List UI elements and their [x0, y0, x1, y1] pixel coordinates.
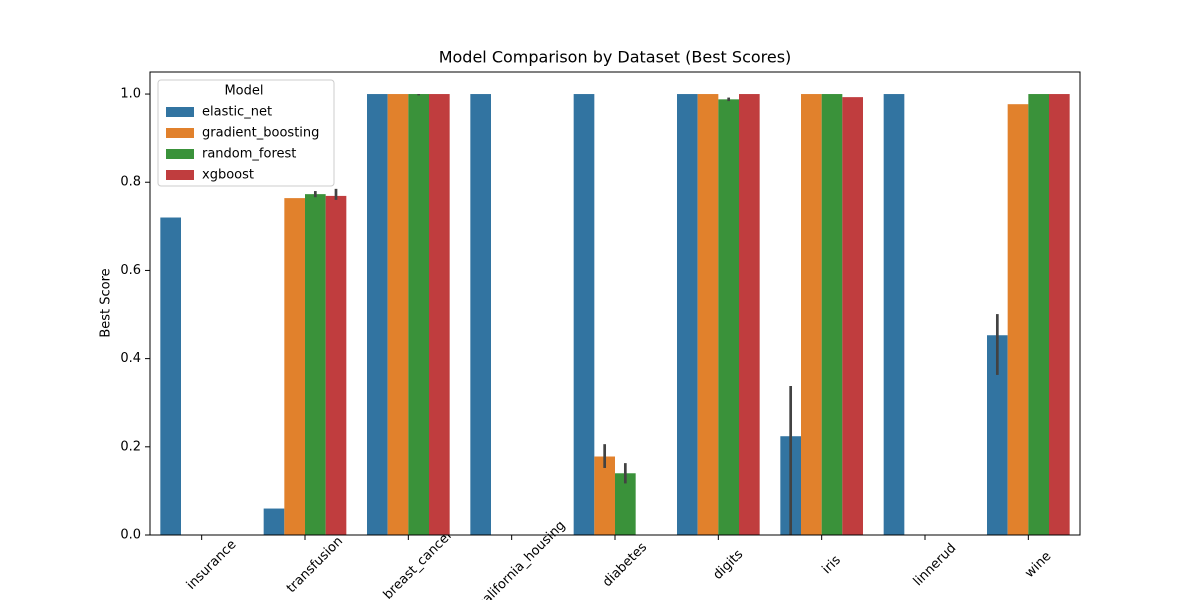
y-tick-label: 1.0 — [120, 87, 141, 102]
bar — [677, 94, 698, 536]
bar — [801, 94, 822, 536]
y-tick-label: 0.6 — [120, 263, 141, 278]
bar — [367, 94, 388, 536]
x-tick-label: wine — [1022, 549, 1054, 581]
bar — [1007, 104, 1029, 536]
bar — [160, 217, 181, 535]
x-tick-label: iris — [820, 553, 844, 577]
y-tick-label: 0.8 — [120, 175, 141, 190]
legend-title: Model — [224, 84, 263, 99]
bar — [263, 508, 285, 535]
x-tick-label: diabetes — [600, 540, 650, 590]
bar — [429, 94, 450, 536]
bar — [284, 198, 305, 536]
bar — [718, 99, 739, 535]
bar — [573, 94, 595, 536]
bar — [305, 194, 326, 536]
bar — [739, 94, 760, 536]
bar — [387, 94, 409, 536]
bar — [987, 335, 1008, 535]
legend-swatch — [166, 107, 194, 117]
bar — [615, 473, 636, 535]
y-axis-label: Best Score — [99, 268, 114, 337]
legend-swatch — [166, 170, 194, 180]
y-tick-label: 0.4 — [120, 351, 141, 366]
x-tick-label: linnerud — [911, 541, 959, 589]
legend-swatch — [166, 149, 194, 159]
legend-label: gradient_boosting — [202, 126, 319, 141]
x-tick-label: digits — [710, 547, 746, 583]
bar — [325, 195, 347, 535]
legend-label: elastic_net — [202, 105, 272, 120]
bar — [594, 456, 615, 535]
chart-title: Model Comparison by Dataset (Best Scores… — [439, 48, 792, 67]
bar — [842, 97, 863, 536]
legend-box — [157, 79, 335, 187]
bar — [883, 94, 905, 536]
legend-swatch — [166, 128, 194, 138]
y-tick-label: 0.0 — [120, 528, 141, 543]
axes-frame — [149, 71, 1081, 536]
x-tick-label: breast_cancer — [381, 527, 457, 600]
bar — [821, 94, 843, 536]
bar — [470, 94, 491, 536]
bar — [697, 94, 719, 536]
bar — [1028, 94, 1049, 536]
legend-label: random_forest — [202, 147, 296, 162]
bar — [408, 94, 429, 536]
legend-label: xgboost — [202, 168, 254, 183]
y-tick-label: 0.2 — [120, 439, 141, 454]
x-tick-label: insurance — [184, 537, 240, 593]
x-tick-label: transfusion — [284, 534, 346, 596]
bar — [1049, 94, 1070, 536]
